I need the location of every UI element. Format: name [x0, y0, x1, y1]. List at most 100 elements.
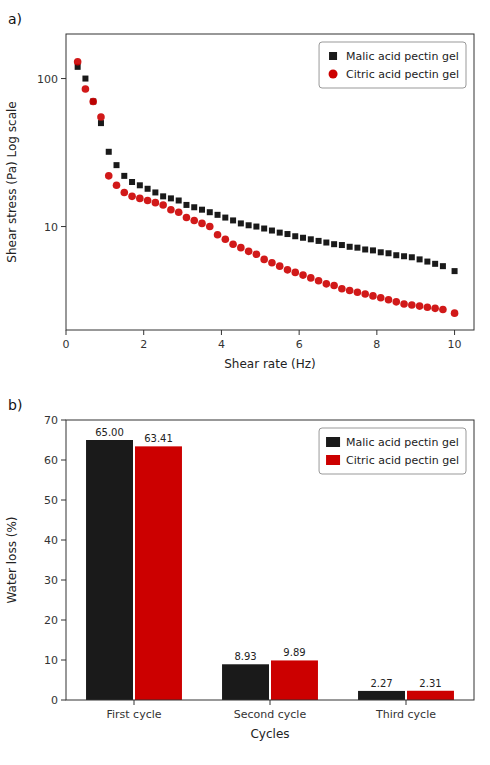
x-tick — [66, 330, 67, 335]
point — [392, 298, 400, 306]
y-tick-label: 70 — [44, 414, 58, 427]
legend-swatch — [329, 70, 338, 79]
point — [409, 254, 415, 260]
y-tick-label: 10 — [44, 654, 58, 667]
point — [129, 179, 135, 185]
bar — [222, 664, 269, 700]
point — [386, 250, 392, 256]
point — [370, 247, 376, 253]
point — [377, 294, 385, 302]
y-tick-label: 40 — [44, 534, 58, 547]
point — [90, 98, 96, 104]
point — [331, 241, 337, 247]
x-tick-label: 0 — [63, 338, 70, 351]
point — [378, 249, 384, 255]
point — [167, 206, 175, 214]
x-tick — [376, 330, 377, 335]
point — [191, 204, 197, 210]
point — [362, 246, 368, 252]
point — [176, 197, 182, 203]
bar — [407, 691, 454, 700]
x-tick — [454, 330, 455, 335]
y-tick — [61, 460, 66, 461]
point — [393, 252, 399, 258]
point — [253, 224, 259, 230]
point — [400, 300, 408, 308]
point — [82, 85, 90, 93]
point — [452, 268, 458, 274]
x-tick — [406, 700, 407, 705]
panel-title: a) — [8, 11, 22, 27]
legend-frame — [319, 428, 466, 474]
marks — [86, 440, 454, 700]
y-tick — [61, 580, 66, 581]
series — [75, 64, 458, 274]
point — [152, 189, 158, 195]
point — [222, 236, 230, 244]
legend: Malic acid pectin gelCitric acid pectin … — [329, 50, 459, 81]
point — [292, 233, 298, 239]
point — [82, 76, 88, 82]
point — [308, 236, 314, 242]
point — [253, 250, 261, 258]
point — [354, 245, 360, 251]
x-tick-label: 6 — [296, 338, 303, 351]
y-tick — [61, 620, 66, 621]
point — [323, 240, 329, 246]
point — [424, 259, 430, 265]
point — [432, 261, 438, 267]
bar — [86, 440, 133, 700]
point — [440, 263, 446, 269]
point — [145, 186, 151, 192]
point — [198, 220, 206, 228]
y-tick-label: 50 — [44, 494, 58, 507]
point — [113, 181, 121, 189]
point — [89, 98, 97, 106]
data-label: 8.93 — [234, 651, 256, 662]
x-tick-label: Second cycle — [234, 708, 307, 721]
point — [354, 288, 362, 296]
y-tick-label: 30 — [44, 574, 58, 587]
bar — [358, 691, 405, 700]
data-label: 2.31 — [419, 678, 441, 689]
point — [346, 287, 354, 295]
point — [175, 208, 183, 216]
y-tick-label: 10 — [44, 221, 58, 234]
point — [183, 202, 189, 208]
point — [307, 274, 315, 282]
point — [183, 214, 191, 222]
point — [237, 244, 245, 252]
chart-scatter: 10100Shear stress (Pa) Log scaleShear ra… — [5, 11, 474, 371]
x-tick-label: Third cycle — [375, 708, 436, 721]
x-tick — [299, 330, 300, 335]
point — [160, 193, 166, 199]
point — [284, 231, 290, 237]
x-tick — [221, 330, 222, 335]
x-tick — [143, 330, 144, 335]
point — [315, 277, 323, 285]
point — [277, 230, 283, 236]
point — [416, 302, 424, 310]
point — [128, 193, 136, 201]
point — [260, 256, 268, 264]
legend-swatch — [326, 437, 340, 447]
point — [229, 240, 237, 248]
point — [190, 217, 198, 225]
legend-label: Malic acid pectin gel — [346, 436, 459, 449]
point — [276, 262, 284, 270]
point — [284, 266, 292, 274]
point — [98, 120, 104, 126]
point — [97, 113, 105, 121]
point — [330, 282, 338, 290]
point — [207, 209, 213, 215]
point — [347, 244, 353, 250]
bar — [271, 660, 318, 700]
legend-label: Citric acid pectin gel — [346, 454, 459, 467]
y-tick — [61, 420, 66, 421]
data-label: 63.41 — [144, 433, 173, 444]
point — [408, 301, 416, 309]
point — [105, 172, 113, 180]
point — [424, 303, 432, 311]
chart-bar: 010203040506070Water loss (%)Cyclesb)Fir… — [5, 397, 474, 741]
point — [401, 253, 407, 259]
